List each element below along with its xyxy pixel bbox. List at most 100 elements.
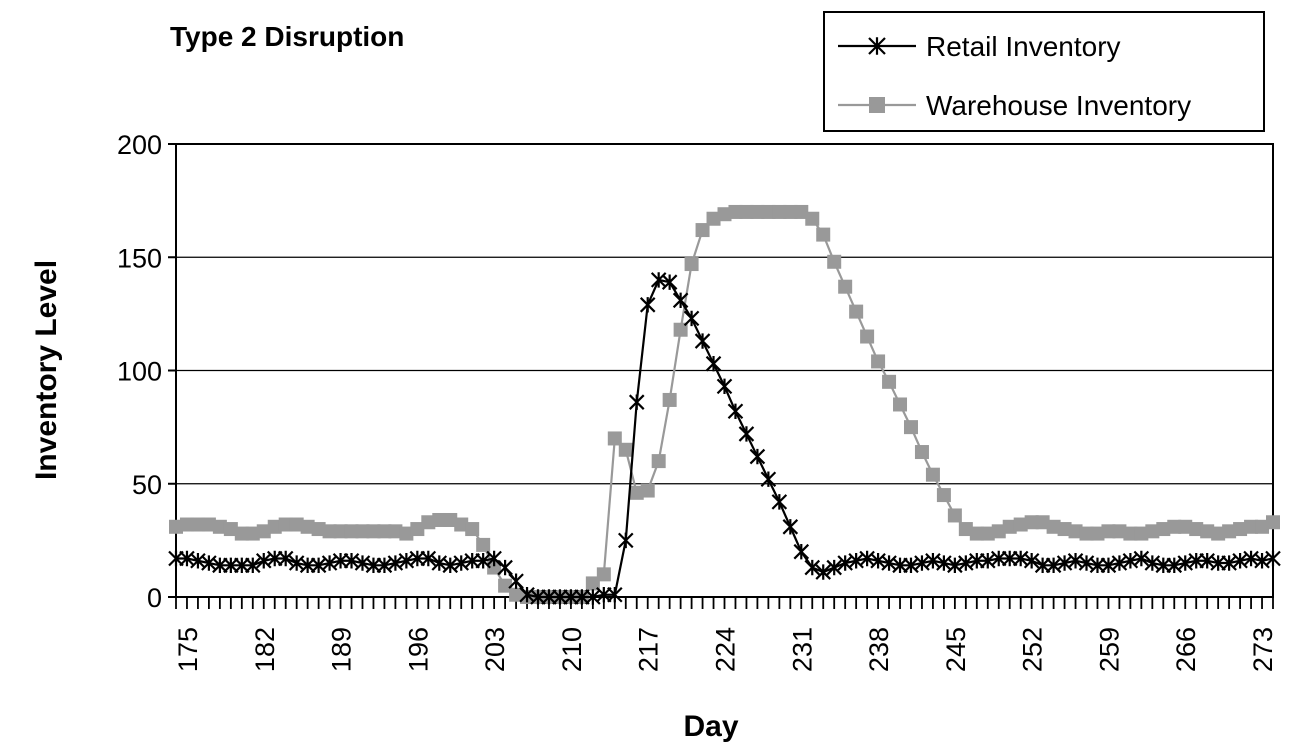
grid-lines	[176, 256, 1273, 485]
data-point	[827, 254, 842, 269]
x-tick-label: 189	[327, 627, 357, 672]
data-point	[256, 524, 271, 539]
data-point	[464, 552, 480, 569]
data-point	[804, 559, 821, 576]
legend-label-warehouse: Warehouse Inventory	[926, 90, 1191, 121]
data-point	[410, 522, 425, 537]
x-tick-label: 224	[711, 627, 741, 672]
data-point	[212, 519, 227, 534]
data-point	[728, 204, 743, 219]
data-point	[355, 524, 370, 539]
data-point	[421, 515, 436, 530]
data-point	[607, 586, 623, 603]
series-line	[175, 210, 1274, 599]
data-point	[278, 517, 293, 532]
data-point	[947, 508, 962, 523]
data-point	[1013, 517, 1028, 532]
data-point	[234, 526, 249, 541]
data-point	[783, 204, 798, 219]
data-point	[169, 519, 183, 534]
data-point	[684, 257, 699, 272]
data-point	[1035, 515, 1050, 530]
data-point	[816, 227, 831, 242]
series-retail-inventory	[168, 272, 1281, 605]
data-point	[1188, 552, 1204, 569]
data-point	[739, 204, 754, 219]
data-point	[1189, 522, 1204, 537]
series-warehouse-inventory	[169, 204, 1280, 604]
data-point	[1200, 524, 1215, 539]
data-point	[893, 397, 908, 412]
x-axis: 175 182 189 196 203 210 217 224 231 238 245 252 259 2…	[173, 597, 1278, 672]
x-tick-label: 182	[250, 627, 280, 672]
data-point	[530, 589, 546, 605]
data-point	[212, 557, 228, 574]
data-point	[1134, 526, 1149, 541]
data-point	[662, 392, 677, 407]
data-point	[498, 578, 513, 593]
data-point	[958, 522, 973, 537]
data-point	[1023, 552, 1040, 569]
data-point	[541, 589, 557, 605]
x-tick-label: 231	[787, 627, 817, 672]
data-point	[815, 564, 832, 580]
data-point	[1265, 550, 1281, 567]
data-point	[892, 557, 908, 574]
data-point	[1145, 524, 1160, 539]
data-point	[771, 494, 788, 510]
data-point	[409, 550, 426, 567]
data-point	[868, 37, 886, 55]
x-tick-label: 203	[480, 627, 510, 672]
data-point	[903, 420, 918, 435]
data-point	[849, 304, 864, 319]
data-point	[476, 537, 491, 552]
data-point	[914, 445, 929, 460]
x-tick-label: 266	[1171, 627, 1201, 672]
y-tick-label: 150	[117, 243, 162, 273]
data-point	[782, 519, 799, 535]
data-point	[344, 524, 359, 539]
data-point	[1046, 519, 1061, 534]
data-point	[552, 589, 568, 605]
data-point	[925, 467, 940, 482]
data-point	[1024, 515, 1039, 530]
data-point	[871, 354, 886, 369]
data-point	[673, 322, 688, 337]
data-point	[245, 526, 260, 541]
data-point	[300, 519, 315, 534]
y-tick-label: 0	[147, 583, 162, 613]
data-point	[990, 550, 1007, 567]
data-point	[1222, 524, 1237, 539]
data-point	[168, 550, 184, 567]
data-point	[640, 483, 655, 498]
data-point	[1123, 526, 1138, 541]
data-point	[190, 517, 205, 532]
data-point	[1112, 524, 1127, 539]
x-tick-label: 238	[864, 627, 894, 672]
data-point	[1001, 550, 1018, 567]
legend-item-retail	[838, 37, 916, 55]
data-point	[234, 557, 250, 574]
data-point	[1156, 522, 1171, 537]
data-point	[772, 204, 787, 219]
data-point	[706, 211, 721, 226]
data-point	[750, 204, 765, 219]
data-point	[617, 532, 634, 549]
data-point	[651, 454, 666, 469]
data-point	[1155, 557, 1172, 574]
data-point	[487, 560, 502, 575]
data-point	[628, 394, 645, 410]
data-point	[1034, 557, 1051, 574]
data-point	[365, 557, 382, 574]
data-point	[738, 426, 755, 442]
data-point	[563, 589, 579, 605]
data-point	[1244, 519, 1259, 534]
data-point	[574, 589, 590, 605]
data-point	[465, 522, 480, 537]
data-point	[596, 567, 611, 582]
data-point	[882, 374, 897, 389]
data-point	[1101, 524, 1116, 539]
data-point	[179, 517, 194, 532]
data-point	[805, 211, 820, 226]
